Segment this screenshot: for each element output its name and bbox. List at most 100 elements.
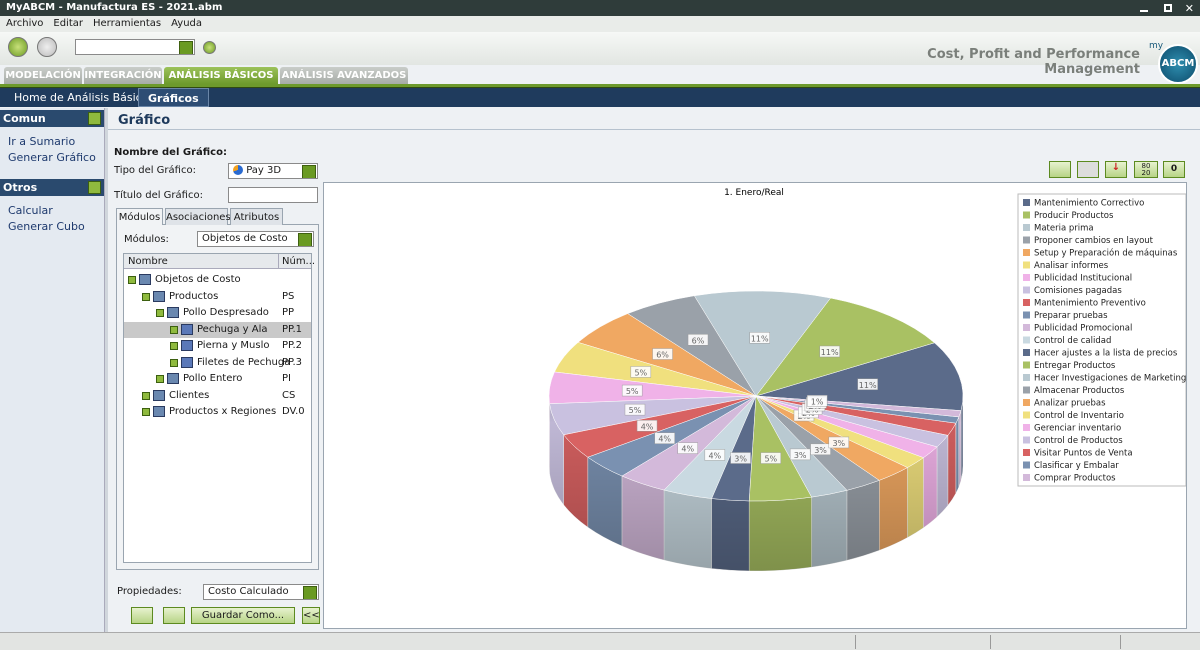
- navigation-combo[interactable]: [75, 39, 195, 55]
- expander[interactable]: [128, 276, 136, 284]
- node-name: Objetos de Costo: [155, 274, 241, 285]
- sidebar-item[interactable]: Ir a Sumario: [8, 135, 76, 148]
- expander[interactable]: [156, 375, 164, 383]
- folder-icon: [153, 406, 165, 417]
- tab[interactable]: INTEGRACIÓN: [84, 67, 162, 84]
- tree-row[interactable]: Productos PS: [124, 289, 311, 305]
- tree-row[interactable]: Pierna y Muslo PP.2: [124, 338, 311, 354]
- legend-swatch: [1023, 299, 1030, 306]
- splitter[interactable]: [104, 108, 108, 632]
- type-label: Tipo del Gráfico:: [114, 165, 196, 176]
- legend-label: Clasificar y Embalar: [1034, 461, 1119, 471]
- chart-icon-button[interactable]: [131, 607, 153, 624]
- go-button[interactable]: [203, 41, 216, 54]
- type-combo[interactable]: Pay 3D: [228, 163, 318, 179]
- tagline: Cost, Profit and Performance Management: [927, 47, 1140, 77]
- close[interactable]: ✕: [1184, 2, 1194, 15]
- folder-icon: [153, 290, 165, 302]
- data-label: 5%: [634, 368, 647, 377]
- tab[interactable]: ANÁLISIS BÁSICOS: [164, 67, 278, 84]
- data-label: 3%: [814, 446, 827, 455]
- title-bar: MyABCM - Manufactura ES - 2021.abm ✕: [0, 0, 1200, 16]
- chart-tool[interactable]: [1049, 161, 1071, 178]
- forward-button[interactable]: [37, 37, 57, 57]
- section-title: Comun: [3, 112, 46, 125]
- tree-row[interactable]: Pollo Despresado PP: [124, 305, 311, 321]
- back-button[interactable]: [8, 37, 28, 57]
- legend-swatch: [1023, 286, 1030, 294]
- save-as-button[interactable]: Guardar Como...: [191, 607, 295, 624]
- tab[interactable]: ANÁLISIS AVANZADOS: [280, 67, 408, 84]
- label-box: [624, 403, 646, 416]
- tree-row[interactable]: Clientes CS: [124, 388, 311, 404]
- menu-item[interactable]: Herramientas: [93, 18, 162, 29]
- legend-label: Mantenimiento Preventivo: [1034, 299, 1146, 309]
- node-code: PP.2: [282, 340, 303, 351]
- legend-label: Publicidad Promocional: [1034, 324, 1132, 334]
- sidebar-item[interactable]: Generar Gráfico: [8, 151, 96, 164]
- chart-tool[interactable]: 0: [1163, 161, 1185, 178]
- menu-item[interactable]: Editar: [53, 18, 83, 29]
- label-box: [730, 452, 751, 464]
- node-name: Productos: [169, 290, 219, 302]
- expander[interactable]: [142, 391, 150, 400]
- section-header[interactable]: Comun: [0, 110, 104, 127]
- chart-panel: 1. Enero/Real 11% 11% 11% 6% 6% 5% 5% 5% 4% 4% 4% 4…: [323, 182, 1187, 629]
- tree-row[interactable]: Objetos de Costo: [124, 272, 311, 288]
- tree-row[interactable]: Pechuga y Ala PP.1: [124, 321, 311, 338]
- tree-row[interactable]: Filetes de Pechuga PP.3: [124, 355, 311, 371]
- status-separator: [855, 635, 856, 649]
- expand-button[interactable]: [88, 112, 101, 125]
- panel-title: Gráfico: [118, 113, 171, 128]
- menu-item[interactable]: Archivo: [6, 18, 44, 29]
- label-box: [857, 378, 878, 391]
- save-icon-button[interactable]: [163, 607, 185, 624]
- data-label: 3%: [832, 439, 845, 448]
- chart-tool[interactable]: 80 20: [1134, 161, 1158, 178]
- tree-row[interactable]: Productos x Regiones DV.0: [124, 404, 311, 420]
- section-header[interactable]: Otros: [0, 179, 104, 196]
- expander[interactable]: [170, 358, 178, 367]
- chart-tool[interactable]: [1077, 161, 1099, 178]
- chart-title-input[interactable]: [228, 187, 318, 203]
- tree-row[interactable]: Pollo Entero PI: [124, 371, 311, 387]
- expander[interactable]: [142, 408, 150, 416]
- sidebar-item[interactable]: Calcular: [8, 204, 53, 217]
- properties-combo[interactable]: Costo Calculado: [203, 584, 319, 600]
- label-box: [630, 366, 652, 378]
- tab[interactable]: MODELACIÓN: [4, 67, 82, 84]
- legend-label: Proponer cambios en layout: [1034, 236, 1154, 246]
- menu-item[interactable]: Ayuda: [171, 18, 203, 29]
- subtab[interactable]: Gráficos: [138, 88, 209, 107]
- legend-label: Hacer ajustes a la lista de precios: [1034, 349, 1178, 359]
- restore[interactable]: [1164, 4, 1172, 12]
- sidebar-item[interactable]: Generar Cubo: [8, 220, 85, 233]
- node-code: CS: [282, 389, 296, 401]
- chart-tool[interactable]: ↓: [1105, 161, 1127, 178]
- legend-label: Control de Productos: [1034, 436, 1123, 446]
- chart-title-label: Título del Gráfico:: [114, 190, 203, 201]
- data-label: 5%: [626, 387, 639, 396]
- legend-label: Comisiones pagadas: [1034, 286, 1122, 296]
- legend-label: Producir Productos: [1034, 211, 1114, 221]
- expand-button[interactable]: [88, 181, 101, 194]
- module-tab[interactable]: Módulos: [116, 208, 163, 225]
- legend-label: Mantenimiento Correctivo: [1034, 199, 1144, 209]
- folder-icon: [167, 307, 179, 318]
- expander[interactable]: [170, 325, 178, 334]
- window-title: MyABCM - Manufactura ES - 2021.abm: [6, 2, 223, 13]
- menu-bar: Archivo Editar Herramientas Ayuda: [0, 16, 1200, 32]
- subtab[interactable]: Home de Análisis Básico: [14, 91, 149, 104]
- data-label: 11%: [751, 334, 769, 343]
- modules-combo[interactable]: Objetos de Costo: [197, 231, 314, 247]
- minimize[interactable]: [1140, 10, 1148, 12]
- column-header: Núm...: [278, 254, 318, 269]
- expander[interactable]: [156, 309, 164, 317]
- expander[interactable]: [170, 342, 178, 350]
- toolbar: Cost, Profit and Performance Management …: [0, 32, 1200, 84]
- slice: [755, 297, 935, 397]
- collapse-button[interactable]: <<: [302, 607, 320, 624]
- module-tab[interactable]: Asociaciones: [165, 208, 231, 225]
- expander[interactable]: [142, 292, 150, 301]
- module-tab[interactable]: Atributos: [230, 208, 283, 225]
